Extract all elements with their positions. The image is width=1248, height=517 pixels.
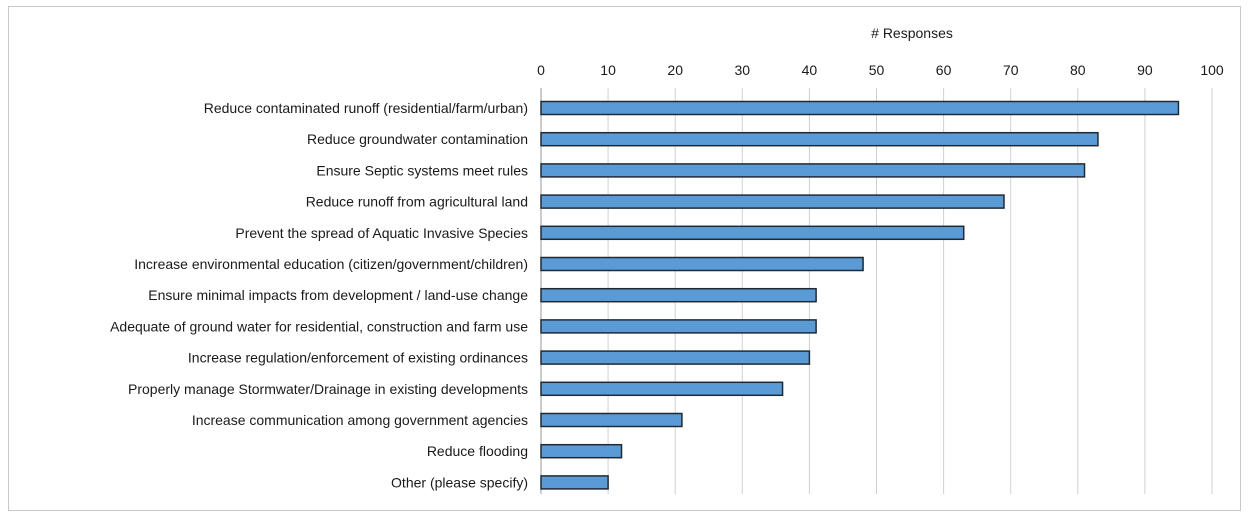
bar bbox=[540, 350, 811, 365]
bar bbox=[540, 475, 609, 490]
x-axis-title: # Responses bbox=[871, 25, 953, 41]
bar bbox=[540, 163, 1086, 178]
x-tick-label: 60 bbox=[936, 62, 952, 78]
category-label: Properly manage Stormwater/Drainage in e… bbox=[128, 381, 528, 397]
x-axis-ticks: 0 10 20 30 40 50 60 70 80 90 100 bbox=[537, 62, 1224, 78]
x-tick-label: 90 bbox=[1137, 62, 1153, 78]
bar bbox=[540, 131, 1099, 147]
category-label: Ensure Septic systems meet rules bbox=[316, 162, 528, 178]
category-label: Prevent the spread of Aquatic Invasive S… bbox=[235, 225, 528, 241]
chart-frame: # Responses 0 10 20 30 40 50 60 70 80 90 100 Reduc… bbox=[8, 6, 1241, 511]
bar bbox=[540, 100, 1180, 116]
bar bbox=[540, 381, 784, 397]
category-label: Ensure minimal impacts from development … bbox=[148, 287, 528, 303]
x-tick-label: 80 bbox=[1070, 62, 1086, 78]
x-tick-label: 50 bbox=[869, 62, 885, 78]
x-tick-label: 30 bbox=[735, 62, 751, 78]
bar bbox=[540, 319, 817, 334]
category-label: Increase regulation/enforcement of exist… bbox=[188, 350, 528, 366]
x-tick-label: 20 bbox=[667, 62, 683, 78]
x-tick-label: 70 bbox=[1003, 62, 1019, 78]
bar bbox=[540, 225, 965, 241]
bar bbox=[540, 287, 817, 303]
bar bbox=[540, 412, 683, 428]
x-tick-label: 40 bbox=[802, 62, 818, 78]
category-label: Reduce flooding bbox=[427, 443, 528, 459]
bar-chart: # Responses 0 10 20 30 40 50 60 70 80 90 100 Reduc… bbox=[110, 25, 1224, 494]
x-tick-label: 10 bbox=[600, 62, 616, 78]
category-labels: Reduce contaminated runoff (residential/… bbox=[110, 100, 528, 490]
bar bbox=[540, 194, 1005, 209]
bars bbox=[540, 100, 1180, 490]
category-label: Increase communication among government … bbox=[192, 412, 528, 428]
category-label: Other (please specify) bbox=[391, 474, 528, 490]
bar bbox=[540, 256, 864, 272]
bar bbox=[540, 443, 623, 459]
category-label: Reduce groundwater contamination bbox=[307, 131, 528, 147]
category-label: Adequate of ground water for residential… bbox=[110, 318, 528, 334]
x-tick-label: 0 bbox=[537, 62, 545, 78]
x-tick-label: 100 bbox=[1200, 62, 1224, 78]
category-label: Increase environmental education (citize… bbox=[134, 256, 528, 272]
category-label: Reduce runoff from agricultural land bbox=[306, 194, 528, 210]
category-label: Reduce contaminated runoff (residential/… bbox=[204, 100, 528, 116]
